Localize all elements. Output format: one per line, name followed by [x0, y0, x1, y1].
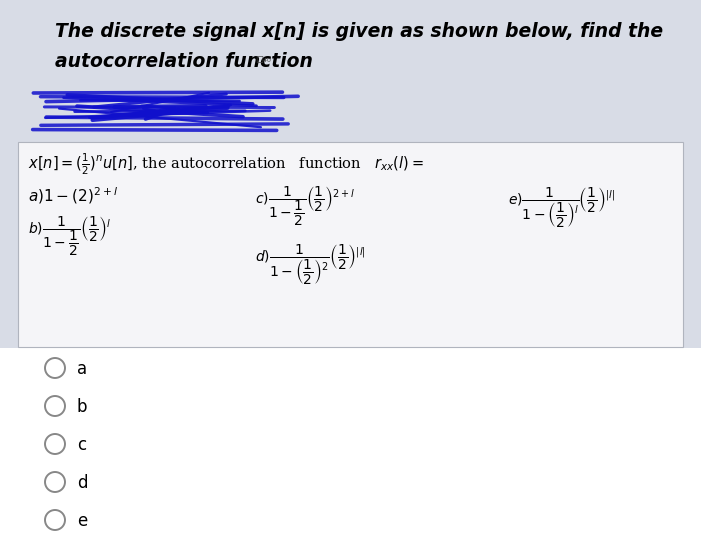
- FancyBboxPatch shape: [18, 142, 683, 347]
- Text: $b)\dfrac{1}{1-\dfrac{1}{2}}\left(\dfrac{1}{2}\right)^{l}$: $b)\dfrac{1}{1-\dfrac{1}{2}}\left(\dfrac…: [28, 215, 111, 259]
- Text: c: c: [77, 436, 86, 454]
- Text: b: b: [77, 398, 88, 416]
- Text: The discrete signal x[n] is given as shown below, find the: The discrete signal x[n] is given as sho…: [55, 22, 663, 41]
- Text: $x[n] = (\frac{1}{2})^n u[n]$, the autocorrelation   function   $r_{xx}(l) =$: $x[n] = (\frac{1}{2})^n u[n]$, the autoc…: [28, 152, 423, 177]
- FancyBboxPatch shape: [0, 348, 701, 556]
- Text: ◻₄₀: ◻₄₀: [255, 54, 271, 64]
- Text: d: d: [77, 474, 88, 492]
- Text: autocorrelation function: autocorrelation function: [55, 52, 313, 71]
- Text: $d)\dfrac{1}{1-\left(\dfrac{1}{2}\right)^{2}}\left(\dfrac{1}{2}\right)^{|l|}$: $d)\dfrac{1}{1-\left(\dfrac{1}{2}\right)…: [255, 242, 366, 286]
- Text: e: e: [77, 512, 87, 530]
- Text: $c)\dfrac{1}{1-\dfrac{1}{2}}\left(\dfrac{1}{2}\right)^{2+l}$: $c)\dfrac{1}{1-\dfrac{1}{2}}\left(\dfrac…: [255, 185, 355, 229]
- Text: $e)\dfrac{1}{1-\left(\dfrac{1}{2}\right)^{l}}\left(\dfrac{1}{2}\right)^{|l|}$: $e)\dfrac{1}{1-\left(\dfrac{1}{2}\right)…: [508, 185, 615, 229]
- FancyBboxPatch shape: [0, 0, 701, 140]
- Text: $a)1-(2)^{2+l}$: $a)1-(2)^{2+l}$: [28, 185, 118, 206]
- Text: a: a: [77, 360, 87, 378]
